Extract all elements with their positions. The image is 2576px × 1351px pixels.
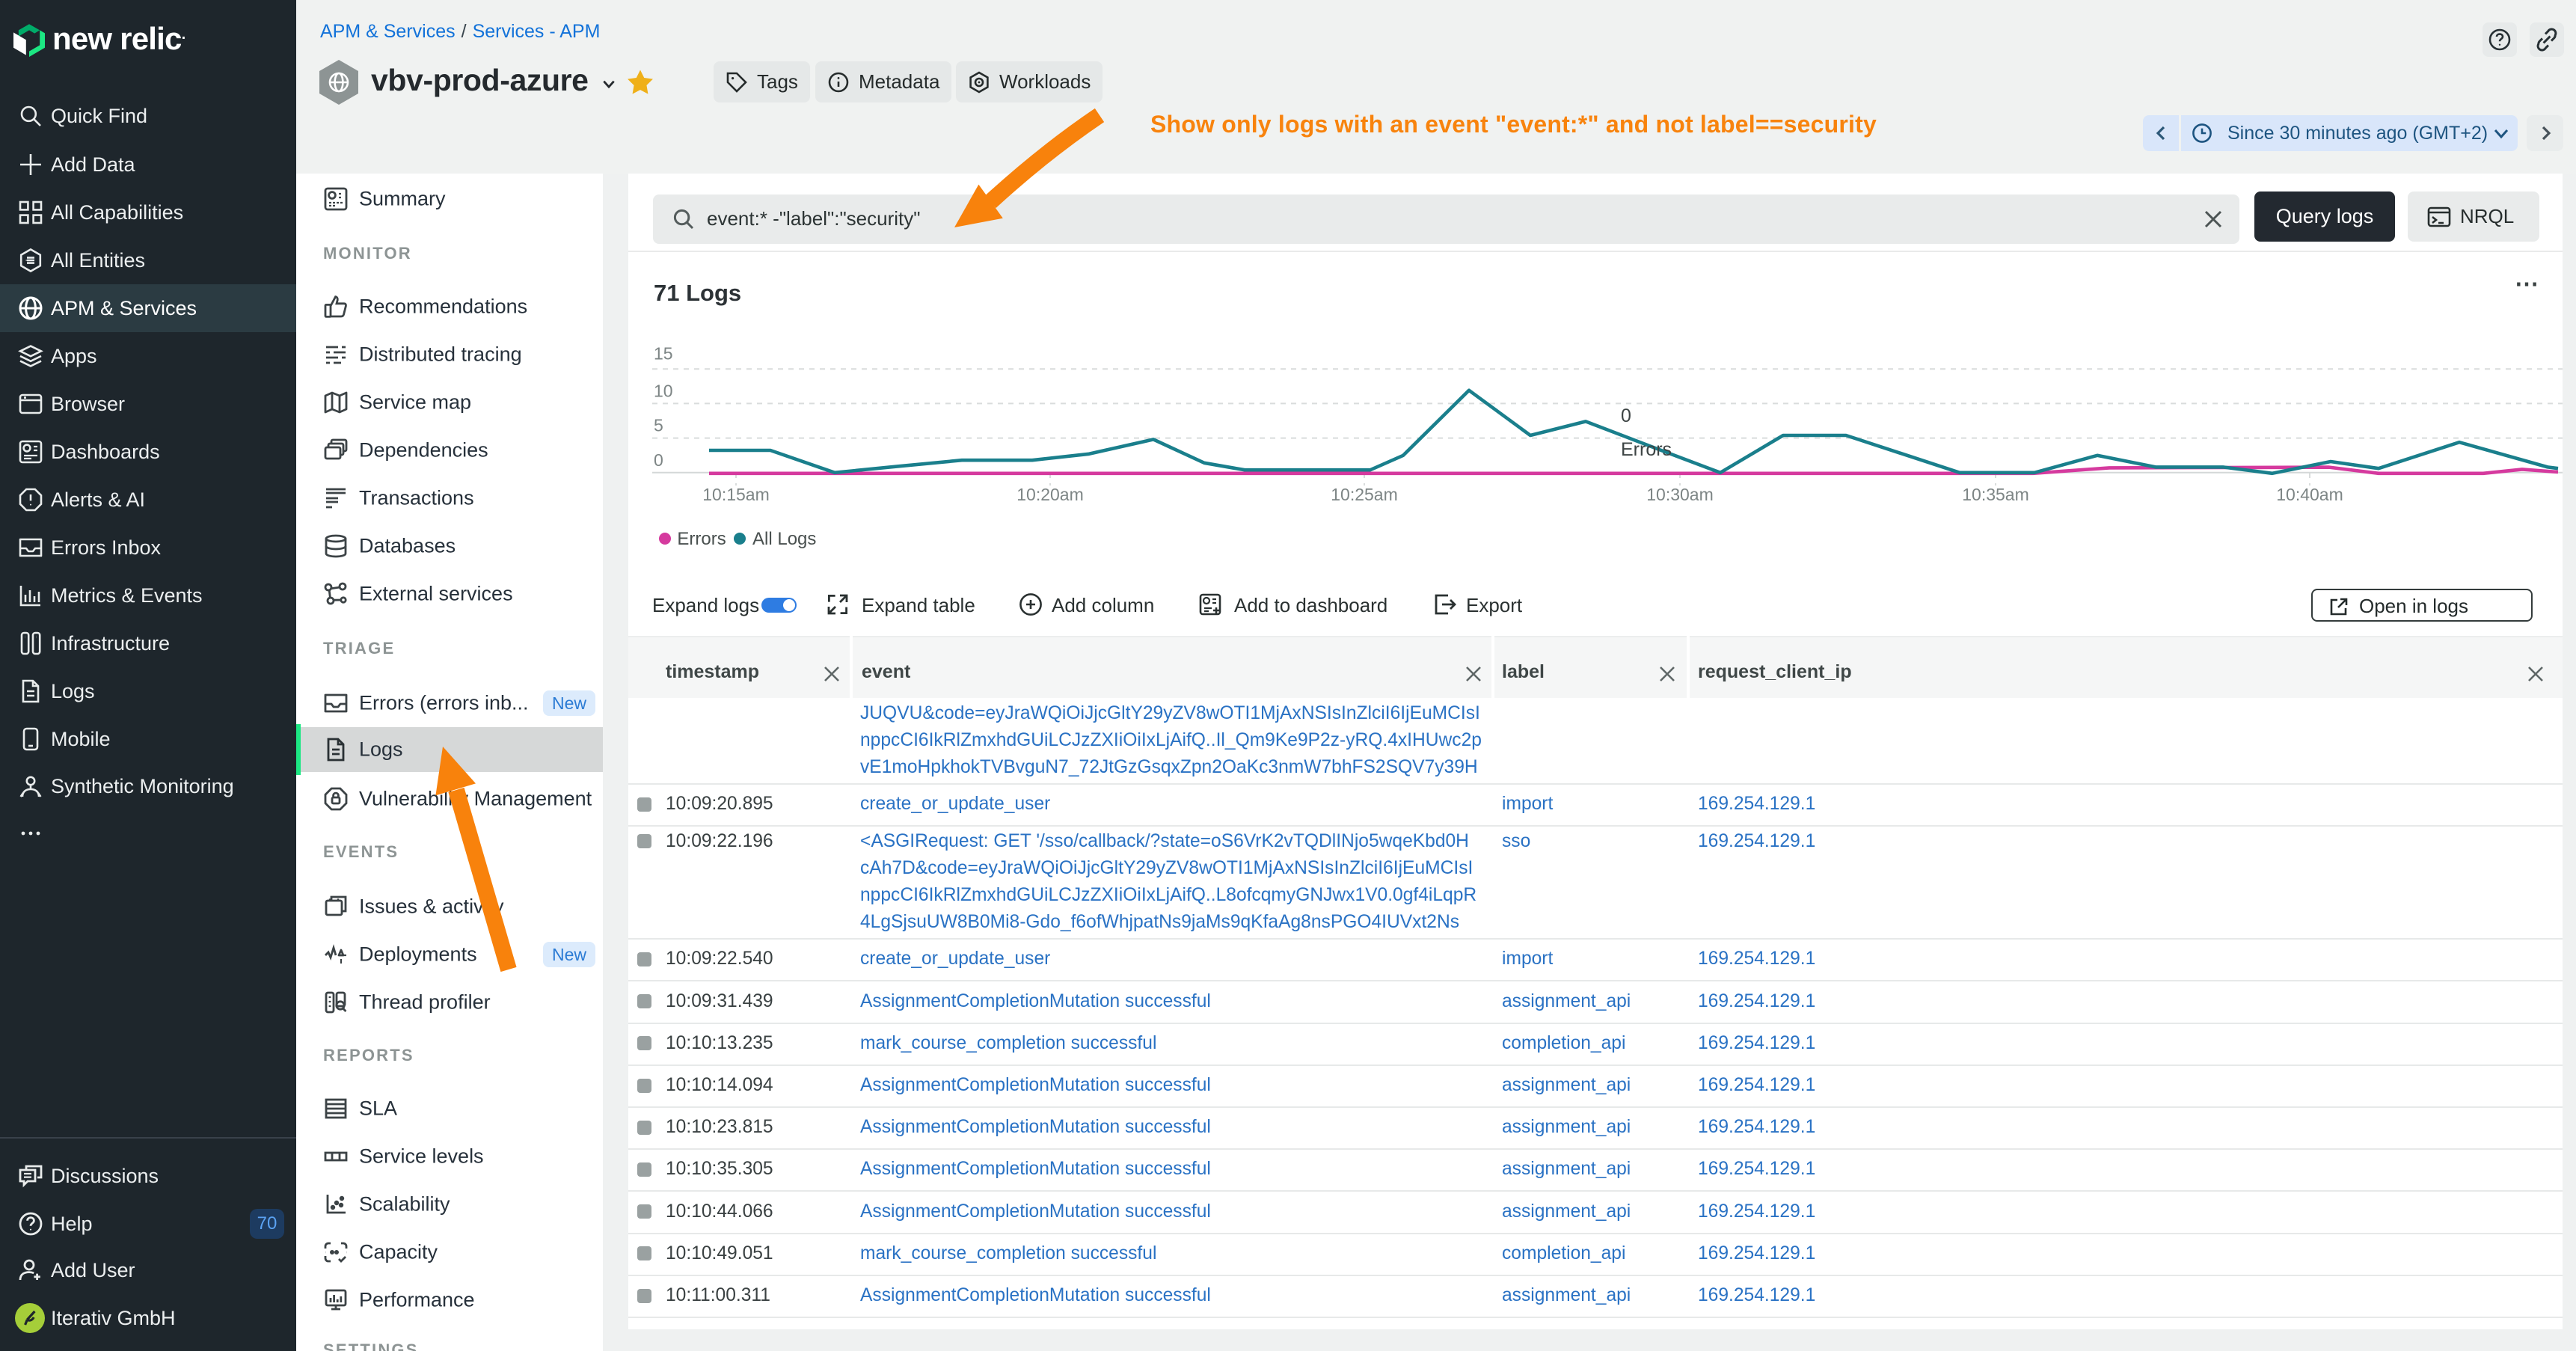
svg-text:10:15am: 10:15am — [702, 485, 770, 504]
svg-text:Errors: Errors — [1621, 439, 1672, 460]
svg-text:10:40am: 10:40am — [2276, 485, 2343, 504]
svg-text:10:35am: 10:35am — [1962, 485, 2029, 504]
svg-text:0: 0 — [654, 450, 663, 470]
svg-text:0: 0 — [1621, 405, 1631, 426]
svg-text:10:30am: 10:30am — [1646, 485, 1714, 504]
svg-text:15: 15 — [654, 344, 673, 364]
svg-text:10:20am: 10:20am — [1016, 485, 1084, 504]
svg-text:5: 5 — [654, 416, 663, 435]
svg-text:10:25am: 10:25am — [1331, 485, 1398, 504]
svg-text:10: 10 — [654, 382, 673, 401]
